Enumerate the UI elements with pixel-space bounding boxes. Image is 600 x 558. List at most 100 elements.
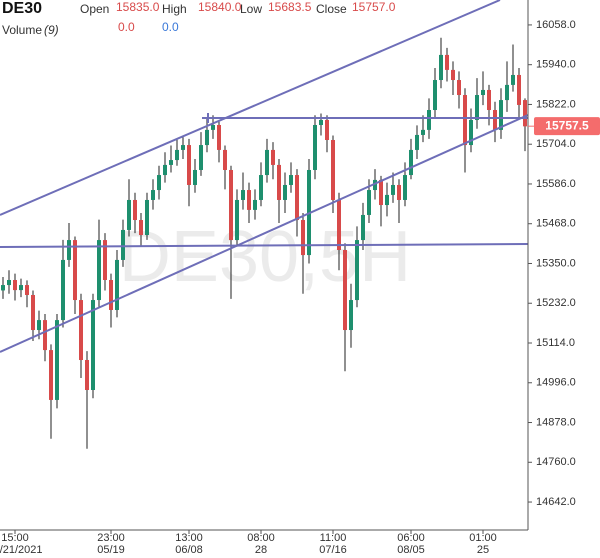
candle-body [355, 240, 359, 301]
header: DE30 Volume (9) [2, 0, 59, 37]
y-tick-label: 15350.0 [536, 257, 576, 269]
candle-body [439, 54, 443, 81]
candle-body [367, 190, 371, 215]
candle-body [409, 149, 413, 176]
y-tick-label: 16058.0 [536, 19, 576, 31]
candle-body [25, 285, 29, 295]
candle-body [313, 125, 317, 170]
candle-body [1, 285, 5, 291]
volume-value: 0.0 [118, 20, 135, 34]
candle-body [79, 300, 83, 361]
y-tick-label: 14996.0 [536, 377, 576, 389]
candle-body [457, 80, 461, 96]
y-tick-label: 15232.0 [536, 297, 576, 309]
candle-body [499, 100, 503, 130]
x-tick-label: 23:00 [97, 532, 125, 544]
candle-body [73, 240, 77, 301]
candle-body [97, 240, 101, 301]
last-price-label: 15757.5 [545, 118, 589, 132]
candle-body [235, 199, 239, 241]
candle-body [505, 84, 509, 101]
y-tick-label: 15114.0 [536, 337, 575, 349]
x-tick-label: 06:00 [397, 532, 425, 544]
candle-body [283, 184, 287, 200]
candle-body [91, 300, 95, 391]
candle-body [187, 145, 191, 185]
x-tick-date: 28 [255, 544, 267, 556]
candle-body [247, 190, 251, 210]
candle-body [493, 110, 497, 130]
candle-body [37, 320, 41, 331]
legend-label: High [162, 2, 187, 16]
volume-param: (9) [44, 23, 59, 37]
candle-body [475, 95, 479, 120]
candle-body [223, 149, 227, 170]
trend-lines [0, 0, 529, 353]
candle-body [199, 145, 203, 170]
candle-body [337, 199, 341, 251]
x-tick-date: 07/16 [319, 544, 347, 556]
candle-body [463, 95, 467, 146]
candle-body [115, 259, 119, 310]
y-tick-label: 15586.0 [536, 178, 576, 190]
candle-body [175, 149, 179, 161]
symbol: DE30 [2, 0, 42, 17]
candle-body [289, 175, 293, 185]
candle-body [121, 229, 125, 260]
x-tick-date: 04/21/2021 [0, 544, 43, 556]
trend-line [0, 114, 529, 353]
y-tick-label: 15704.0 [536, 138, 576, 150]
candle-body [19, 285, 23, 291]
candle-body [109, 279, 113, 310]
x-tick-label: 01:00 [469, 532, 497, 544]
legend-value: 15683.5 [268, 0, 312, 14]
candle-body [13, 279, 17, 291]
candle-body [163, 164, 167, 176]
candle-body [169, 160, 173, 165]
candle-body [217, 125, 221, 150]
candle-body [133, 199, 137, 221]
candle-body [343, 250, 347, 331]
trend-line [0, 243, 529, 248]
legend-label: Open [80, 2, 109, 16]
x-tick-date: 06/08 [175, 544, 203, 556]
y-tick-label: 14760.0 [536, 456, 576, 468]
candle-body [211, 125, 215, 130]
candle-body [229, 169, 233, 241]
candle-body [193, 169, 197, 185]
candle-body [301, 220, 305, 256]
candle-body [481, 89, 485, 96]
volume-label: Volume [2, 23, 42, 37]
candle-body [511, 74, 515, 85]
candle-body [265, 149, 269, 176]
candle-body [205, 129, 209, 146]
candle-body [31, 294, 35, 331]
trend-line [0, 0, 501, 216]
candle-body [349, 300, 353, 331]
candle-body [271, 149, 275, 165]
candle-body [127, 199, 131, 230]
y-tick-label: 14878.0 [536, 416, 576, 428]
candle-body [85, 360, 89, 391]
candle-body [433, 80, 437, 111]
candle-body [487, 89, 491, 111]
candle-body [295, 175, 299, 221]
candle-body [259, 175, 263, 200]
candle-body [103, 240, 107, 280]
candle-body [277, 164, 281, 200]
y-tick-label: 15940.0 [536, 59, 576, 71]
candle-body [385, 194, 389, 206]
legend-value: 15840.0 [198, 0, 242, 14]
candle-body [151, 190, 155, 200]
x-tick-label: 13:00 [175, 532, 203, 544]
candle-body [139, 220, 143, 236]
x-tick-date: 08/05 [397, 544, 425, 556]
candle-body [469, 119, 473, 146]
candle-body [181, 145, 185, 150]
x-tick-label: 15:00 [1, 532, 29, 544]
candle-body [451, 69, 455, 81]
legend-label: Low [240, 2, 262, 16]
y-tick-label: 15822.0 [536, 98, 576, 110]
candle-body [415, 134, 419, 150]
